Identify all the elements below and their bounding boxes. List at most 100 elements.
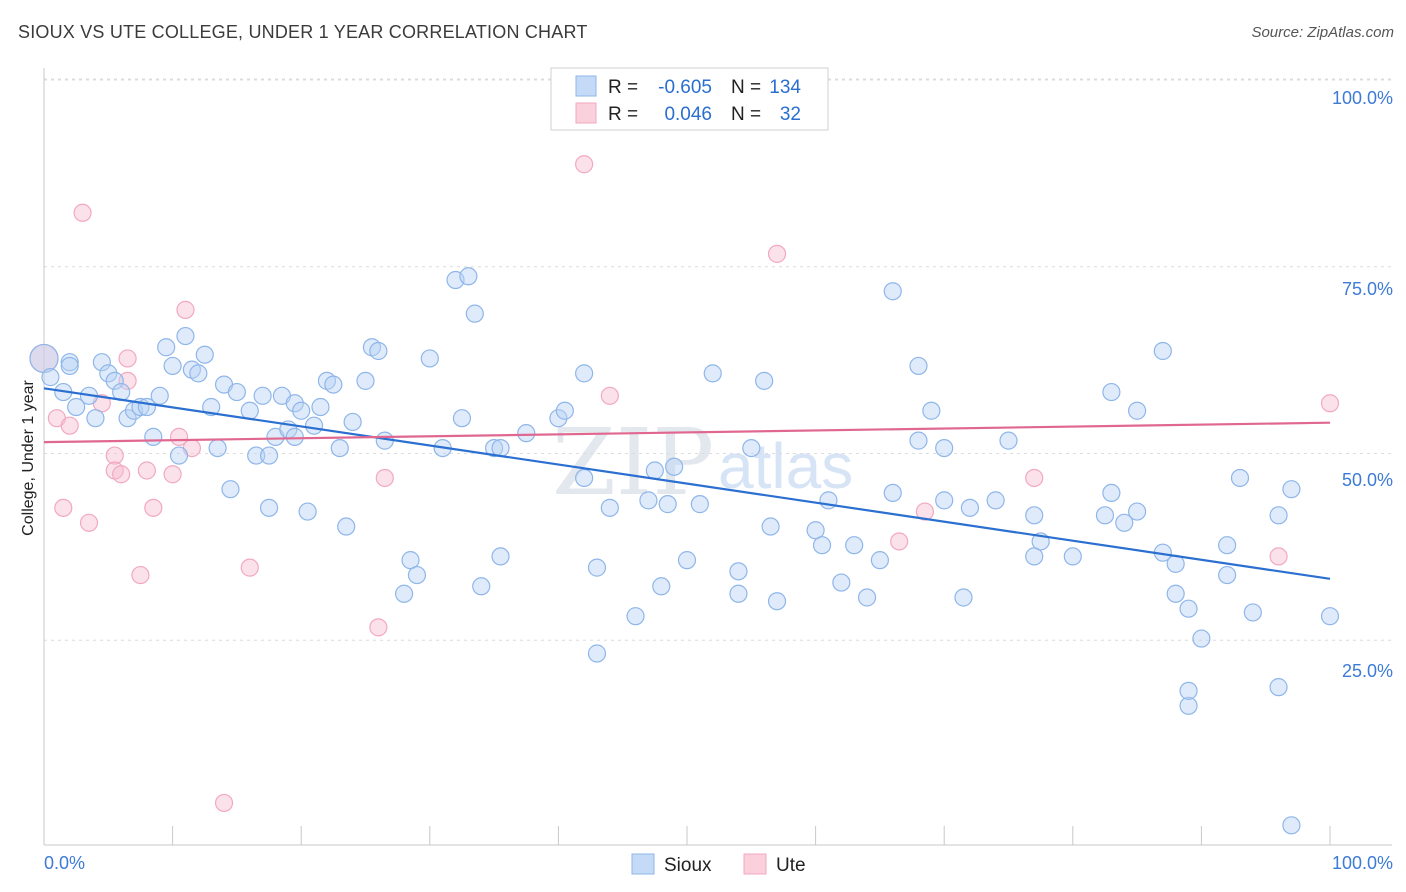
sioux-point (1218, 565, 1237, 585)
ute-points (29, 84, 1340, 813)
sioux-point (690, 495, 709, 514)
sioux-point (29, 343, 59, 374)
sioux-point (600, 498, 619, 517)
sioux-point (150, 386, 169, 405)
ute-point (54, 498, 73, 517)
sioux-points (29, 267, 1340, 835)
sioux-point (157, 338, 176, 357)
sioux-point (240, 401, 259, 420)
sioux-legend-swatch (575, 75, 597, 97)
sioux-point (587, 644, 607, 663)
sioux-trend-line (43, 387, 1331, 580)
ute-n-value: 32 (780, 104, 801, 125)
sioux-point (221, 480, 240, 499)
ute-point (131, 565, 150, 585)
sioux-point (922, 401, 941, 420)
sioux-point (67, 397, 86, 417)
sioux-point (1320, 607, 1340, 626)
sioux-point (452, 409, 472, 428)
sioux-point (485, 438, 504, 458)
sioux-series-swatch (631, 853, 655, 875)
sioux-point (253, 386, 272, 405)
sioux-point (652, 577, 671, 596)
ute-point (118, 371, 137, 390)
sioux-point (1025, 506, 1044, 525)
sioux-point (742, 438, 761, 458)
source-label: Source: ZipAtlas.com (1251, 24, 1394, 41)
sioux-point (1025, 547, 1044, 566)
sioux-point (1153, 341, 1172, 361)
sioux-point (472, 577, 491, 596)
sioux-point (857, 588, 877, 607)
sioux-point (555, 401, 574, 420)
sioux-point (645, 461, 664, 480)
sioux-r-value: -0.605 (658, 77, 712, 98)
sioux-point (195, 345, 214, 364)
sioux-point (1269, 678, 1288, 697)
sioux-point (459, 267, 478, 286)
sioux-point (41, 368, 60, 387)
sioux-point (401, 551, 420, 570)
x-tick-label-0: 0.0% (44, 853, 85, 873)
sioux-point (755, 371, 774, 390)
sioux-point (761, 517, 780, 536)
sioux-point (658, 495, 677, 514)
sioux-point (909, 356, 928, 376)
sioux-point (1230, 468, 1250, 488)
sioux-point (324, 375, 343, 394)
sioux-point (163, 356, 182, 376)
sioux-point (1282, 816, 1301, 835)
sioux-point (491, 547, 510, 566)
sioux-point (259, 446, 279, 465)
sioux-point (935, 438, 954, 458)
stats-legend: R = -0.605 N = 134 R = 0.046 N = 32 (550, 67, 829, 131)
sioux-point (118, 409, 137, 428)
gridlines (44, 78, 1392, 641)
sioux-point (1282, 480, 1301, 499)
sioux-point (311, 397, 330, 417)
ute-legend-swatch (575, 102, 597, 124)
sioux-point (356, 371, 375, 390)
y-axis-label: College, Under 1 year (20, 380, 37, 536)
ute-r-value: 0.046 (664, 104, 712, 125)
sioux-point (767, 592, 787, 611)
ute-point (915, 502, 935, 521)
ute-point (163, 465, 182, 484)
sioux-point (99, 364, 118, 383)
sioux-point (394, 584, 414, 603)
ute-point (144, 498, 163, 517)
series-legend: Sioux Ute (631, 853, 806, 876)
y-tick-label-25: 25.0% (1342, 661, 1393, 681)
sioux-point (227, 382, 246, 402)
sioux-point (1192, 629, 1211, 648)
sioux-point (369, 341, 388, 361)
y-tick-label-100: 100.0% (1332, 88, 1393, 108)
sioux-point (1243, 603, 1262, 622)
sioux-point (587, 558, 607, 577)
ute-point (1320, 394, 1340, 413)
sioux-series-label: Sioux (664, 855, 712, 876)
sioux-point (337, 517, 356, 536)
y-tick-label-50: 50.0% (1342, 470, 1393, 490)
sioux-point (954, 588, 973, 607)
sioux-point (343, 412, 362, 432)
chart-title: SIOUX VS UTE COLLEGE, UNDER 1 YEAR CORRE… (18, 22, 588, 42)
sioux-point (639, 491, 658, 510)
ute-point (79, 513, 99, 532)
ute-point (890, 532, 909, 551)
sioux-point (1095, 506, 1115, 525)
sioux-point (845, 536, 864, 555)
sioux-point (407, 565, 427, 585)
ute-series-swatch (743, 853, 767, 875)
sioux-point (1179, 681, 1198, 700)
sioux-point (144, 427, 163, 446)
x-tick-label-100: 100.0% (1332, 853, 1393, 873)
watermark-atlas: atlas (718, 430, 853, 502)
sioux-point (883, 483, 902, 503)
ute-point (137, 461, 156, 480)
ute-series-label: Ute (776, 855, 806, 876)
sioux-point (575, 468, 594, 488)
sioux-point (189, 364, 208, 383)
sioux-point (169, 446, 189, 465)
ute-point (214, 793, 234, 813)
